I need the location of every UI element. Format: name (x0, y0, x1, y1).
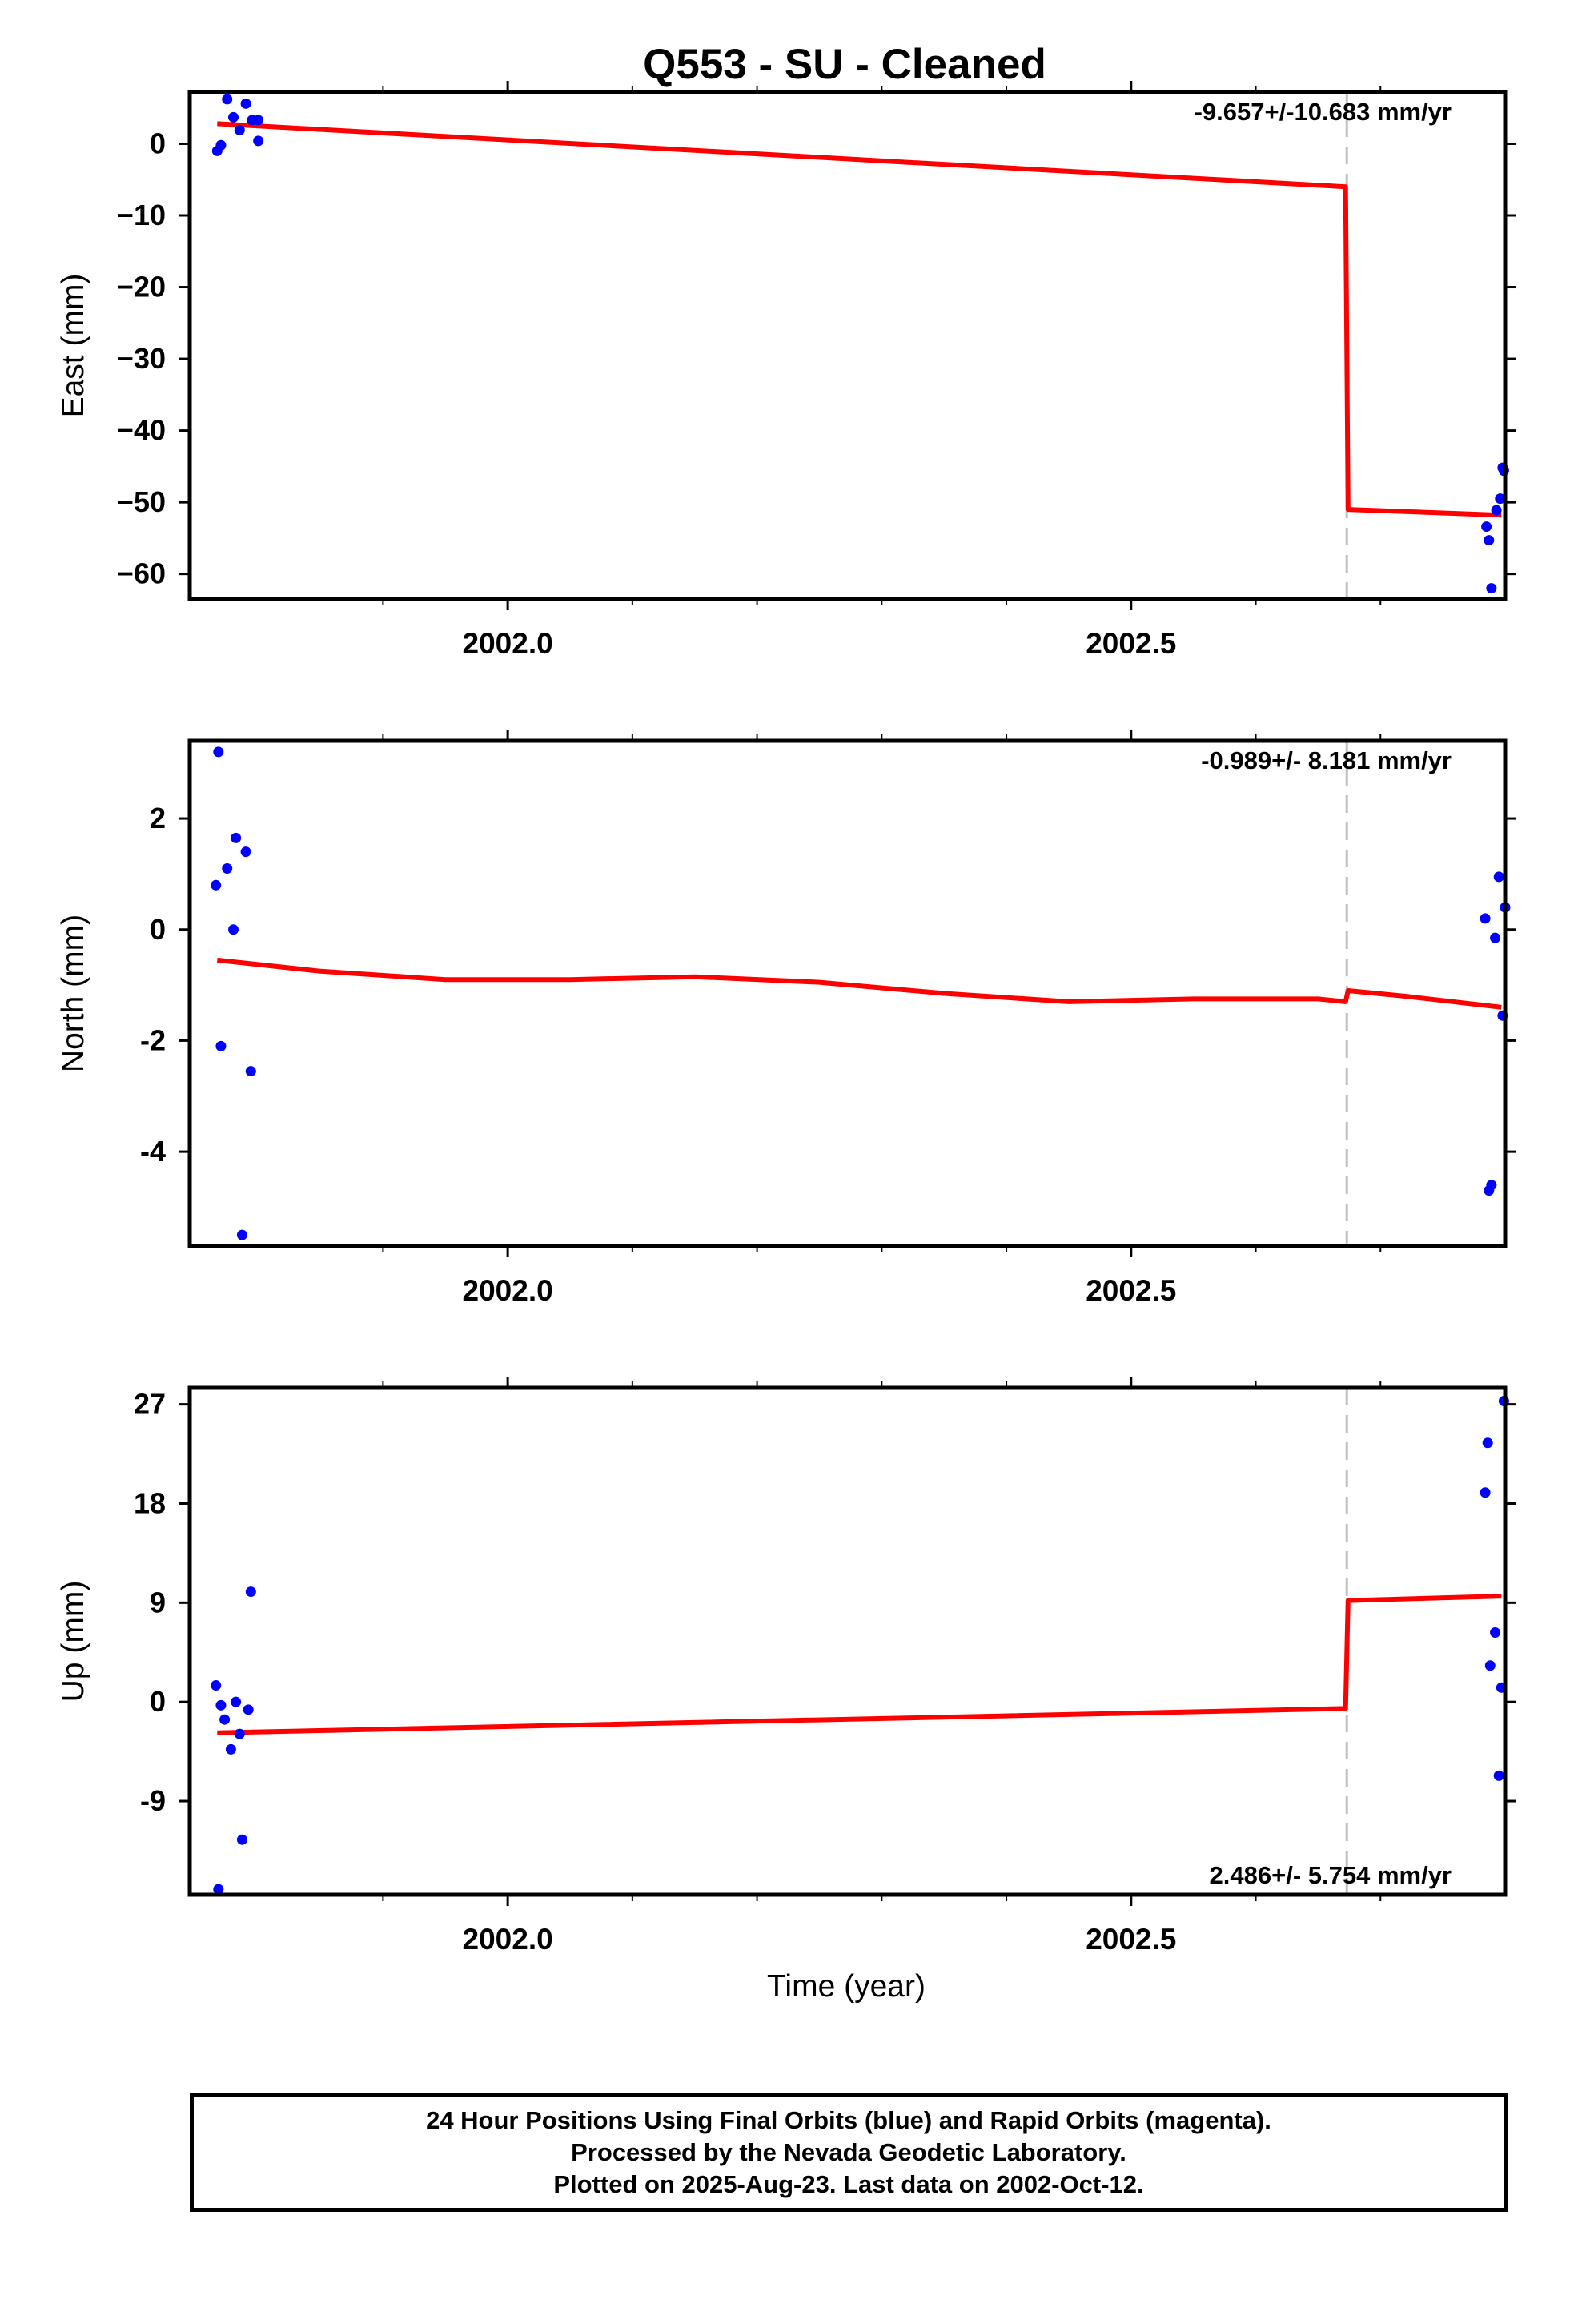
east-y-tick-label: −50 (117, 485, 166, 518)
footer-line-1: 24 Hour Positions Using Final Orbits (bl… (426, 2106, 1271, 2134)
north-data-point (240, 846, 251, 858)
east-plot-frame (187, 90, 1508, 601)
north-data-point (213, 746, 224, 758)
up-y-tick-label: 0 (150, 1685, 166, 1718)
up-plot-frame (187, 1385, 1508, 1897)
footer-line-3: Plotted on 2025-Aug-23. Last data on 200… (553, 2170, 1144, 2198)
up-data-point (213, 1884, 224, 1895)
east-data-point (1486, 583, 1497, 594)
north-data-point (222, 862, 233, 874)
east-panel: 0 −10 −20 −30 −40 −50 −60 East (mm) 2002.0 2002.5… (56, 81, 1516, 660)
up-data-point (211, 1680, 222, 1691)
north-model-line (216, 957, 1502, 1010)
east-y-tick-label: −60 (117, 557, 166, 590)
north-data-point (228, 924, 239, 935)
north-y-axis-label: North (mm) (56, 915, 90, 1072)
up-y-tick-label: 27 (134, 1388, 166, 1421)
north-y-tick-label: 0 (150, 913, 166, 946)
up-x-tick-label: 2002.0 (463, 1923, 553, 1956)
up-data-point (236, 1834, 247, 1845)
up-data-point (215, 1699, 227, 1711)
up-data-point (1480, 1487, 1491, 1498)
north-y-tick-label: -4 (140, 1135, 166, 1168)
up-y-tick-label: 9 (150, 1586, 166, 1618)
east-y-tick-label: −10 (117, 199, 166, 231)
up-data-point (225, 1743, 236, 1755)
east-y-tick-label: 0 (150, 127, 166, 159)
east-data-point (1484, 535, 1495, 546)
footer-line-2: Processed by the Nevada Geodetic Laborat… (571, 2138, 1126, 2166)
up-data-point (1484, 1660, 1496, 1671)
east-x-tick-label: 2002.0 (463, 627, 553, 660)
north-x-tick-label: 2002.0 (463, 1274, 553, 1307)
north-y-tick-label: 2 (150, 802, 166, 834)
x-axis-label: Time (year) (767, 1969, 926, 2004)
up-y-tick-label: 18 (134, 1486, 166, 1519)
east-data-point (253, 135, 264, 147)
north-y-tick-label: -2 (140, 1023, 166, 1056)
north-data-point (245, 1066, 256, 1077)
up-data-point (234, 1728, 245, 1739)
north-rate-label: -0.989+/- 8.181 mm/yr (1201, 746, 1452, 774)
east-data-point (1481, 521, 1492, 533)
up-y-tick-label: -9 (140, 1784, 166, 1817)
north-data-point (1480, 913, 1491, 924)
up-data-point (231, 1696, 242, 1707)
footer-box: 24 Hour Positions Using Final Orbits (bl… (190, 2093, 1508, 2212)
up-y-axis-label: Up (mm) (56, 1581, 90, 1703)
up-model-line (217, 1594, 1502, 1735)
east-data-point (215, 139, 227, 151)
east-data-point (234, 124, 245, 135)
up-data-point (1482, 1437, 1493, 1449)
east-data-point (1495, 493, 1506, 505)
north-data-point (1486, 1180, 1497, 1191)
east-data-point (253, 115, 264, 126)
up-data-point (1490, 1626, 1501, 1638)
east-y-tick-label: −30 (117, 342, 166, 375)
north-data-point (1493, 871, 1504, 883)
east-data-point (1491, 505, 1502, 516)
up-data-point (243, 1704, 254, 1715)
north-panel: 2 0 -2 -4 North (mm) 2002.0 2002.5 -0.989+/- 8.… (56, 730, 1516, 1307)
east-rate-label: -9.657+/-10.683 mm/yr (1195, 98, 1452, 126)
east-y-axis-label: East (mm) (56, 274, 90, 418)
north-data-point (236, 1229, 247, 1240)
north-x-tick-label: 2002.5 (1086, 1274, 1176, 1307)
up-data-point (1493, 1770, 1504, 1781)
east-data-point (228, 111, 239, 123)
north-data-point (211, 879, 222, 891)
up-rate-label: 2.486+/- 5.754 mm/yr (1210, 1861, 1452, 1889)
north-data-point (215, 1040, 227, 1051)
up-panel: 27 18 9 0 -9 Up (mm) 2002.0 2002.5 2.486+/- 5.75… (56, 1377, 1516, 1956)
chart-title: Q553 - SU - Cleaned (643, 41, 1046, 88)
east-model-line (217, 121, 1502, 518)
north-plot-frame (187, 738, 1508, 1248)
north-data-point (1490, 932, 1501, 943)
up-x-tick-label: 2002.5 (1086, 1923, 1176, 1956)
east-x-tick-label: 2002.5 (1086, 627, 1176, 660)
east-data-point (222, 94, 233, 105)
east-y-tick-label: −20 (117, 271, 166, 304)
up-data-point (245, 1586, 256, 1598)
up-data-point (219, 1714, 231, 1725)
east-data-point (240, 98, 251, 109)
panels-layer: 0 −10 −20 −30 −40 −50 −60 East (mm) 2002.0 2002.5… (56, 81, 1516, 1956)
east-y-tick-label: −40 (117, 414, 166, 447)
north-data-point (231, 832, 242, 843)
